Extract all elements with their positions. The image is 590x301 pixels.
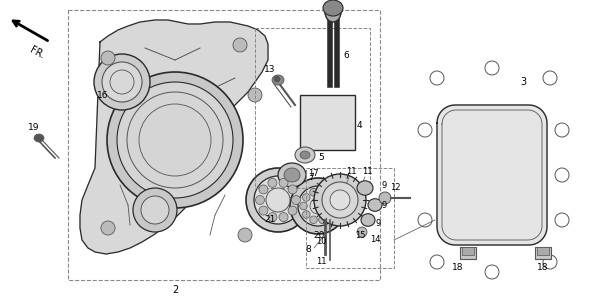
Ellipse shape (319, 188, 326, 196)
Ellipse shape (278, 163, 306, 187)
Ellipse shape (255, 196, 264, 204)
Ellipse shape (300, 202, 307, 210)
Ellipse shape (310, 216, 317, 224)
Ellipse shape (303, 211, 310, 218)
Text: 18: 18 (453, 263, 464, 272)
Bar (300, 95, 355, 150)
Ellipse shape (248, 88, 262, 102)
Text: 16: 16 (97, 91, 109, 100)
Text: FR.: FR. (28, 45, 46, 61)
Text: 20: 20 (313, 231, 325, 240)
Text: 11: 11 (362, 167, 372, 176)
Ellipse shape (298, 186, 338, 226)
Polygon shape (437, 105, 547, 245)
Ellipse shape (107, 72, 243, 208)
Ellipse shape (325, 2, 341, 22)
Ellipse shape (117, 82, 233, 198)
Text: 18: 18 (537, 263, 549, 272)
Text: 3: 3 (520, 77, 526, 87)
Text: 8: 8 (305, 246, 311, 255)
Ellipse shape (310, 188, 317, 196)
Bar (460, 247, 476, 259)
Bar (306, 168, 394, 268)
Ellipse shape (254, 176, 302, 224)
Bar (462, 247, 474, 255)
Text: 2: 2 (172, 285, 178, 295)
Ellipse shape (34, 134, 44, 142)
Text: 14: 14 (370, 235, 381, 244)
Ellipse shape (259, 206, 268, 215)
Text: 9: 9 (375, 219, 380, 228)
Ellipse shape (357, 227, 367, 237)
Ellipse shape (279, 213, 288, 222)
Ellipse shape (248, 183, 262, 197)
Bar (68, 10, 380, 280)
Text: 11: 11 (316, 257, 326, 266)
Ellipse shape (368, 199, 382, 211)
Text: 7: 7 (308, 173, 314, 182)
Text: 19: 19 (28, 123, 40, 132)
Ellipse shape (295, 147, 315, 163)
Ellipse shape (259, 185, 268, 194)
Ellipse shape (246, 168, 310, 232)
Text: 6: 6 (343, 51, 349, 60)
Ellipse shape (94, 54, 150, 110)
Text: 17: 17 (308, 169, 319, 178)
Text: 12: 12 (390, 184, 401, 193)
Text: 9: 9 (381, 182, 386, 191)
Ellipse shape (288, 206, 297, 215)
Bar (537, 247, 549, 255)
Ellipse shape (303, 194, 310, 201)
Ellipse shape (291, 196, 300, 204)
Ellipse shape (288, 185, 297, 194)
Ellipse shape (101, 51, 115, 65)
Text: 11: 11 (346, 167, 356, 176)
Text: 21: 21 (264, 216, 276, 225)
Polygon shape (80, 20, 268, 254)
Ellipse shape (322, 182, 358, 218)
Ellipse shape (101, 221, 115, 235)
Ellipse shape (266, 188, 290, 212)
Ellipse shape (379, 192, 391, 204)
Ellipse shape (329, 202, 336, 210)
Text: 5: 5 (318, 154, 324, 163)
Text: 13: 13 (264, 66, 276, 75)
Text: 15: 15 (355, 231, 365, 240)
Ellipse shape (238, 228, 252, 242)
Ellipse shape (300, 151, 310, 159)
Text: 10: 10 (316, 237, 326, 247)
Bar (535, 247, 551, 259)
Ellipse shape (272, 75, 284, 85)
Ellipse shape (323, 0, 343, 16)
Ellipse shape (361, 214, 375, 226)
Ellipse shape (326, 211, 333, 218)
Ellipse shape (141, 196, 169, 224)
Ellipse shape (319, 216, 326, 224)
Ellipse shape (357, 181, 373, 195)
Ellipse shape (102, 62, 142, 102)
Ellipse shape (284, 168, 300, 182)
Ellipse shape (268, 178, 277, 188)
Ellipse shape (274, 76, 280, 82)
Ellipse shape (268, 213, 277, 222)
Text: 9: 9 (381, 200, 386, 209)
Ellipse shape (290, 178, 346, 234)
Ellipse shape (233, 38, 247, 52)
Bar (255, 28, 370, 188)
Ellipse shape (279, 178, 288, 188)
Ellipse shape (330, 190, 350, 210)
Text: 4: 4 (357, 120, 363, 129)
Ellipse shape (314, 174, 366, 226)
Ellipse shape (133, 188, 177, 232)
Ellipse shape (326, 194, 333, 201)
Ellipse shape (310, 198, 326, 214)
